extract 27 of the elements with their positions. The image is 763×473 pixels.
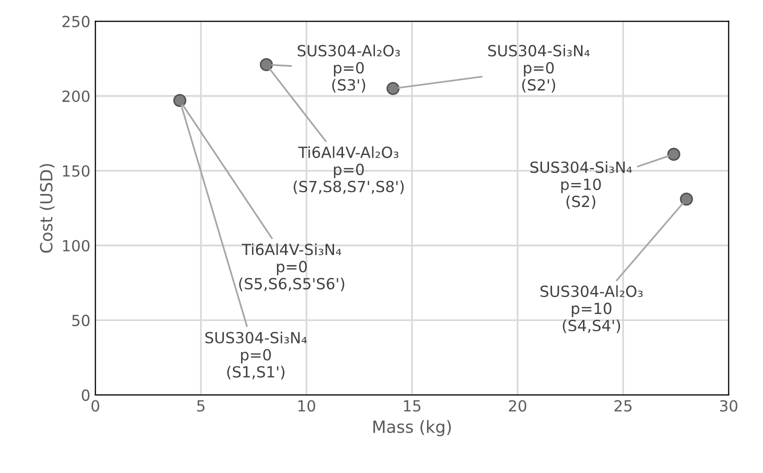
annotation: SUS304-Al₂O₃ p=0 (S3') [298, 44, 400, 92]
point [260, 58, 273, 72]
x-tick-label: 15 [404, 400, 420, 412]
annotation: SUS304-Si₃N₄ p=0 (S2') [488, 44, 590, 92]
point [667, 148, 680, 161]
point [386, 82, 400, 96]
annotation: SUS304-Al₂O₃ p=10 (S4,S4') [540, 285, 643, 334]
x-tick-label: 25 [614, 400, 632, 412]
x-tick-label: 20 [508, 400, 526, 412]
y-tick-label: 0 [82, 389, 90, 401]
y-tick-label: 50 [72, 314, 90, 326]
x-tick-label: 5 [197, 400, 204, 412]
annotation: Ti6Al4V-Si₃N₄ p=0 (S5,S6,S5'S6') [239, 243, 344, 292]
annotation: Ti6Al4V-Al₂O₃ p=0 (S7,S8,S7',S8') [294, 146, 404, 194]
annotation: SUS304-Si₃N₄ p=0 (S1,S1') [205, 332, 307, 380]
annotation: SUS304-Si₃N₄ p=10 (S2) [530, 161, 632, 210]
y-tick-label: 150 [63, 165, 90, 177]
y-tick-label: 200 [62, 90, 90, 102]
y-tick-label: 100 [63, 240, 90, 252]
point [173, 94, 186, 108]
x-tick-label: 10 [298, 400, 316, 412]
x-tick-label: 0 [92, 400, 100, 412]
y-axis-title: Cost (USD) [40, 164, 55, 253]
x-tick-label: 30 [720, 400, 738, 412]
y-tick-label: 250 [62, 16, 90, 28]
point [680, 192, 693, 206]
x-axis-title: Mass (kg) [373, 420, 451, 436]
